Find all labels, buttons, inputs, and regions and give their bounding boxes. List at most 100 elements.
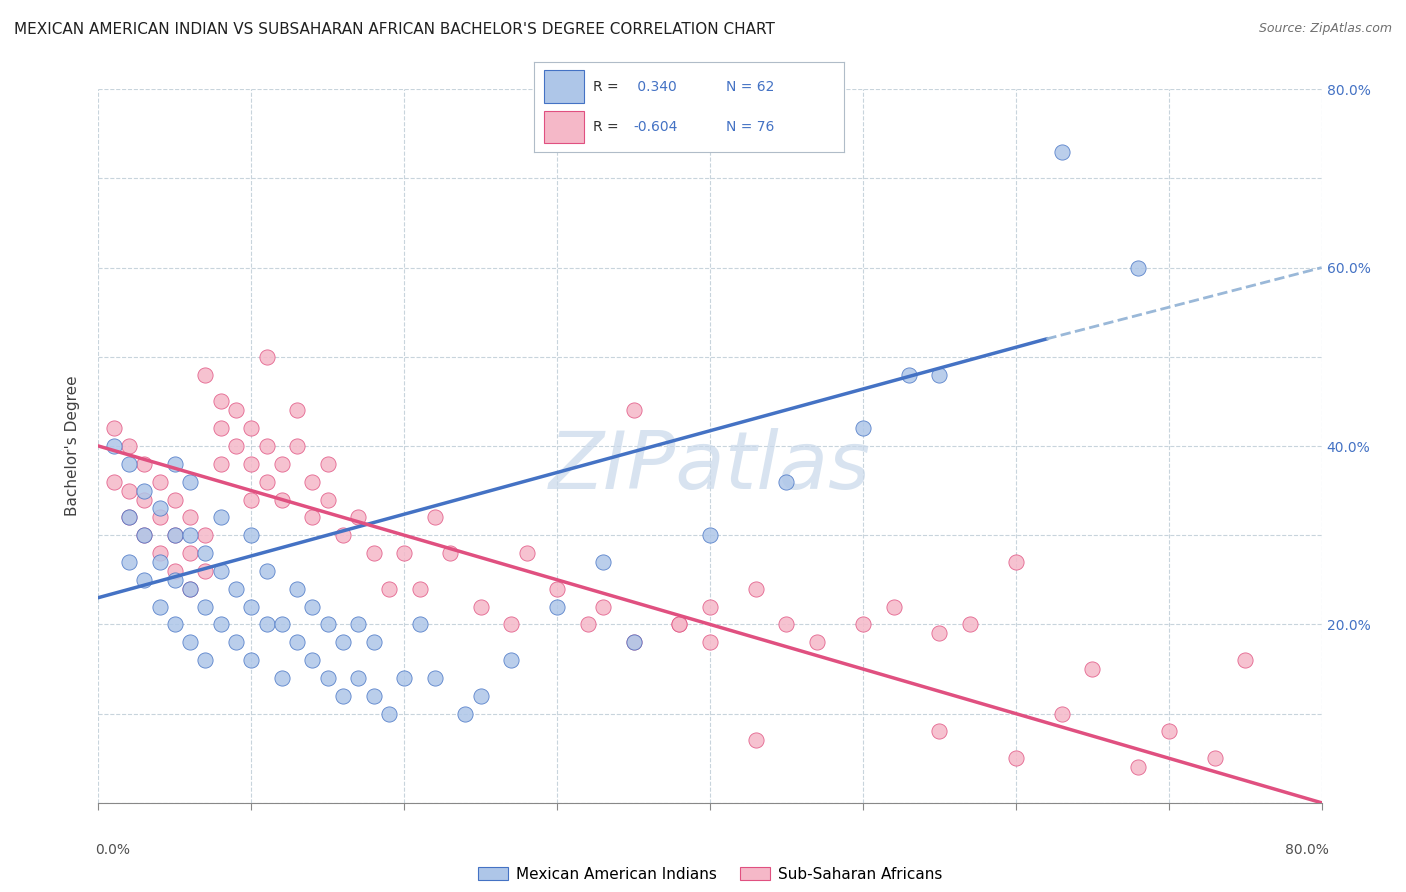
Point [928,724,950,739]
Point [118,457,141,471]
Point [332,528,354,542]
Point [806,635,828,649]
Point [209,510,232,524]
Point [163,528,186,542]
Text: N = 76: N = 76 [725,120,775,134]
Point [546,599,568,614]
Point [270,617,292,632]
Point [256,439,278,453]
Point [240,528,263,542]
Point [301,653,323,667]
Point [240,653,263,667]
Point [546,582,568,596]
Point [408,617,430,632]
Point [149,510,172,524]
Point [163,457,186,471]
Point [668,617,690,632]
Point [576,617,599,632]
Bar [544,111,583,143]
Point [745,582,768,596]
Point [592,555,614,569]
Point [118,510,141,524]
Point [347,617,370,632]
Point [392,671,416,685]
Point [103,421,125,435]
Point [347,671,370,685]
Point [928,368,950,382]
Point [163,528,186,542]
Legend: Mexican American Indians, Sub-Saharan Africans: Mexican American Indians, Sub-Saharan Af… [471,861,949,888]
Point [225,439,247,453]
Point [699,599,721,614]
Point [225,635,247,649]
Point [179,582,201,596]
Point [209,394,232,409]
Point [256,350,278,364]
Text: 80.0%: 80.0% [1285,843,1329,857]
Point [316,617,339,632]
Point [1004,555,1026,569]
Point [852,617,875,632]
Point [501,653,523,667]
Point [1004,751,1026,765]
Point [1157,724,1180,739]
Text: Source: ZipAtlas.com: Source: ZipAtlas.com [1258,22,1392,36]
Point [1204,751,1226,765]
Point [209,421,232,435]
Text: 0.340: 0.340 [633,79,678,94]
Point [699,528,721,542]
Point [501,617,523,632]
Point [118,510,141,524]
Point [1128,760,1150,774]
Point [301,599,323,614]
Point [134,528,156,542]
Point [256,617,278,632]
Point [775,617,797,632]
Point [240,457,263,471]
Point [363,546,385,560]
Point [470,599,492,614]
Text: MEXICAN AMERICAN INDIAN VS SUBSAHARAN AFRICAN BACHELOR'S DEGREE CORRELATION CHAR: MEXICAN AMERICAN INDIAN VS SUBSAHARAN AF… [14,22,775,37]
Point [149,501,172,516]
Point [194,368,217,382]
Point [134,528,156,542]
Point [285,635,308,649]
Point [194,599,217,614]
Point [270,671,292,685]
Point [285,403,308,417]
Point [163,617,186,632]
Point [668,617,690,632]
Point [179,582,201,596]
Point [316,457,339,471]
Point [149,475,172,489]
Point [516,546,538,560]
Point [270,457,292,471]
Point [470,689,492,703]
Point [209,457,232,471]
Point [225,403,247,417]
Point [179,546,201,560]
Point [332,689,354,703]
Point [623,403,645,417]
Point [225,582,247,596]
Point [392,546,416,560]
Point [285,439,308,453]
Point [301,510,323,524]
Point [852,421,875,435]
Point [163,492,186,507]
Point [439,546,461,560]
Point [134,483,156,498]
Point [623,635,645,649]
Text: R =: R = [593,120,619,134]
Point [270,492,292,507]
Point [363,689,385,703]
Point [775,475,797,489]
Point [316,492,339,507]
Text: R =: R = [593,79,619,94]
Point [745,733,768,747]
Point [134,573,156,587]
Point [883,599,905,614]
Point [103,439,125,453]
Point [699,635,721,649]
Point [209,617,232,632]
